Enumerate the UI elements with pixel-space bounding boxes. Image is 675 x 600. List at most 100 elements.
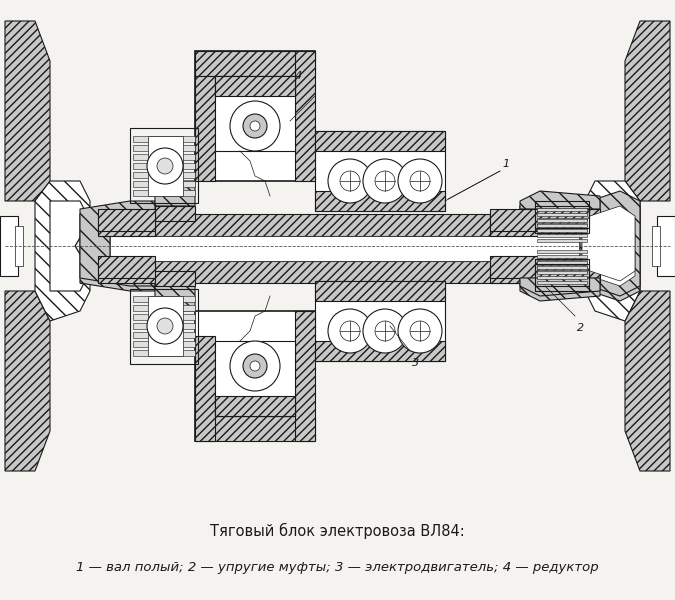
Bar — [537, 250, 587, 253]
Bar — [215, 76, 295, 96]
Polygon shape — [585, 201, 625, 291]
Bar — [133, 163, 195, 169]
Bar — [98, 214, 155, 236]
Text: 2: 2 — [577, 323, 584, 333]
Bar — [195, 51, 315, 181]
Bar — [80, 236, 600, 261]
Polygon shape — [625, 21, 670, 201]
Bar — [657, 216, 675, 276]
Bar — [537, 261, 587, 264]
Bar — [652, 226, 660, 266]
Bar — [133, 296, 195, 302]
Bar — [195, 416, 315, 441]
Polygon shape — [80, 206, 155, 291]
Bar — [490, 209, 600, 231]
Circle shape — [375, 321, 395, 341]
Bar — [15, 226, 23, 266]
Text: Тяговый блок электровоза ВЛ84:: Тяговый блок электровоза ВЛ84: — [210, 523, 465, 539]
Bar — [535, 206, 589, 233]
Bar — [537, 239, 587, 242]
Bar — [537, 229, 587, 232]
Circle shape — [250, 121, 260, 131]
Circle shape — [243, 114, 267, 138]
Polygon shape — [580, 196, 640, 301]
Bar — [148, 296, 183, 356]
Circle shape — [147, 148, 183, 184]
Circle shape — [328, 159, 372, 203]
Bar — [315, 131, 445, 211]
Bar — [315, 131, 445, 151]
Polygon shape — [155, 286, 195, 311]
Bar — [130, 289, 198, 364]
Bar — [537, 224, 587, 227]
Polygon shape — [582, 206, 635, 281]
Text: 3: 3 — [412, 358, 419, 368]
Circle shape — [328, 309, 372, 353]
Text: 1: 1 — [502, 159, 509, 169]
Bar — [537, 260, 587, 263]
Bar — [537, 270, 587, 273]
Bar — [537, 234, 587, 237]
Polygon shape — [520, 191, 600, 209]
Bar — [537, 271, 587, 274]
Bar — [133, 181, 195, 187]
Bar — [0, 216, 18, 276]
Bar — [133, 305, 195, 311]
Polygon shape — [625, 291, 670, 471]
Bar — [98, 256, 155, 278]
Circle shape — [250, 361, 260, 371]
Bar — [195, 51, 315, 76]
Polygon shape — [520, 196, 600, 214]
Bar — [130, 128, 198, 203]
Circle shape — [230, 101, 280, 151]
Bar — [537, 266, 587, 269]
Circle shape — [157, 158, 173, 174]
Bar — [537, 276, 587, 279]
Bar — [315, 281, 445, 301]
Circle shape — [363, 159, 407, 203]
Bar — [133, 323, 195, 329]
Polygon shape — [5, 291, 50, 471]
Polygon shape — [80, 201, 155, 286]
Polygon shape — [35, 181, 90, 321]
Polygon shape — [582, 211, 635, 286]
Bar — [537, 223, 587, 226]
Bar — [537, 219, 587, 222]
Bar — [215, 76, 295, 151]
Bar — [133, 190, 195, 196]
Bar — [98, 209, 155, 231]
Polygon shape — [520, 278, 600, 296]
Bar — [295, 51, 315, 181]
Circle shape — [410, 321, 430, 341]
Circle shape — [398, 309, 442, 353]
Bar — [133, 332, 195, 338]
Polygon shape — [5, 21, 50, 201]
Bar — [195, 311, 315, 441]
Bar — [80, 261, 600, 283]
Bar — [535, 259, 589, 286]
Bar — [195, 336, 215, 441]
Bar — [537, 255, 587, 258]
Polygon shape — [580, 191, 640, 296]
Circle shape — [157, 318, 173, 334]
Bar — [148, 136, 183, 196]
Circle shape — [363, 309, 407, 353]
Polygon shape — [585, 181, 640, 321]
Bar — [537, 228, 587, 231]
Bar — [315, 341, 445, 361]
Polygon shape — [50, 201, 90, 291]
Bar — [133, 314, 195, 320]
Circle shape — [340, 321, 360, 341]
Bar — [537, 218, 587, 221]
Bar — [537, 208, 587, 211]
Bar — [133, 145, 195, 151]
Circle shape — [410, 171, 430, 191]
Bar — [490, 256, 600, 278]
Bar — [133, 350, 195, 356]
Circle shape — [147, 308, 183, 344]
Bar — [535, 264, 589, 291]
Text: 4: 4 — [295, 71, 302, 81]
Bar — [315, 191, 445, 211]
Polygon shape — [155, 206, 195, 221]
Polygon shape — [155, 271, 195, 286]
